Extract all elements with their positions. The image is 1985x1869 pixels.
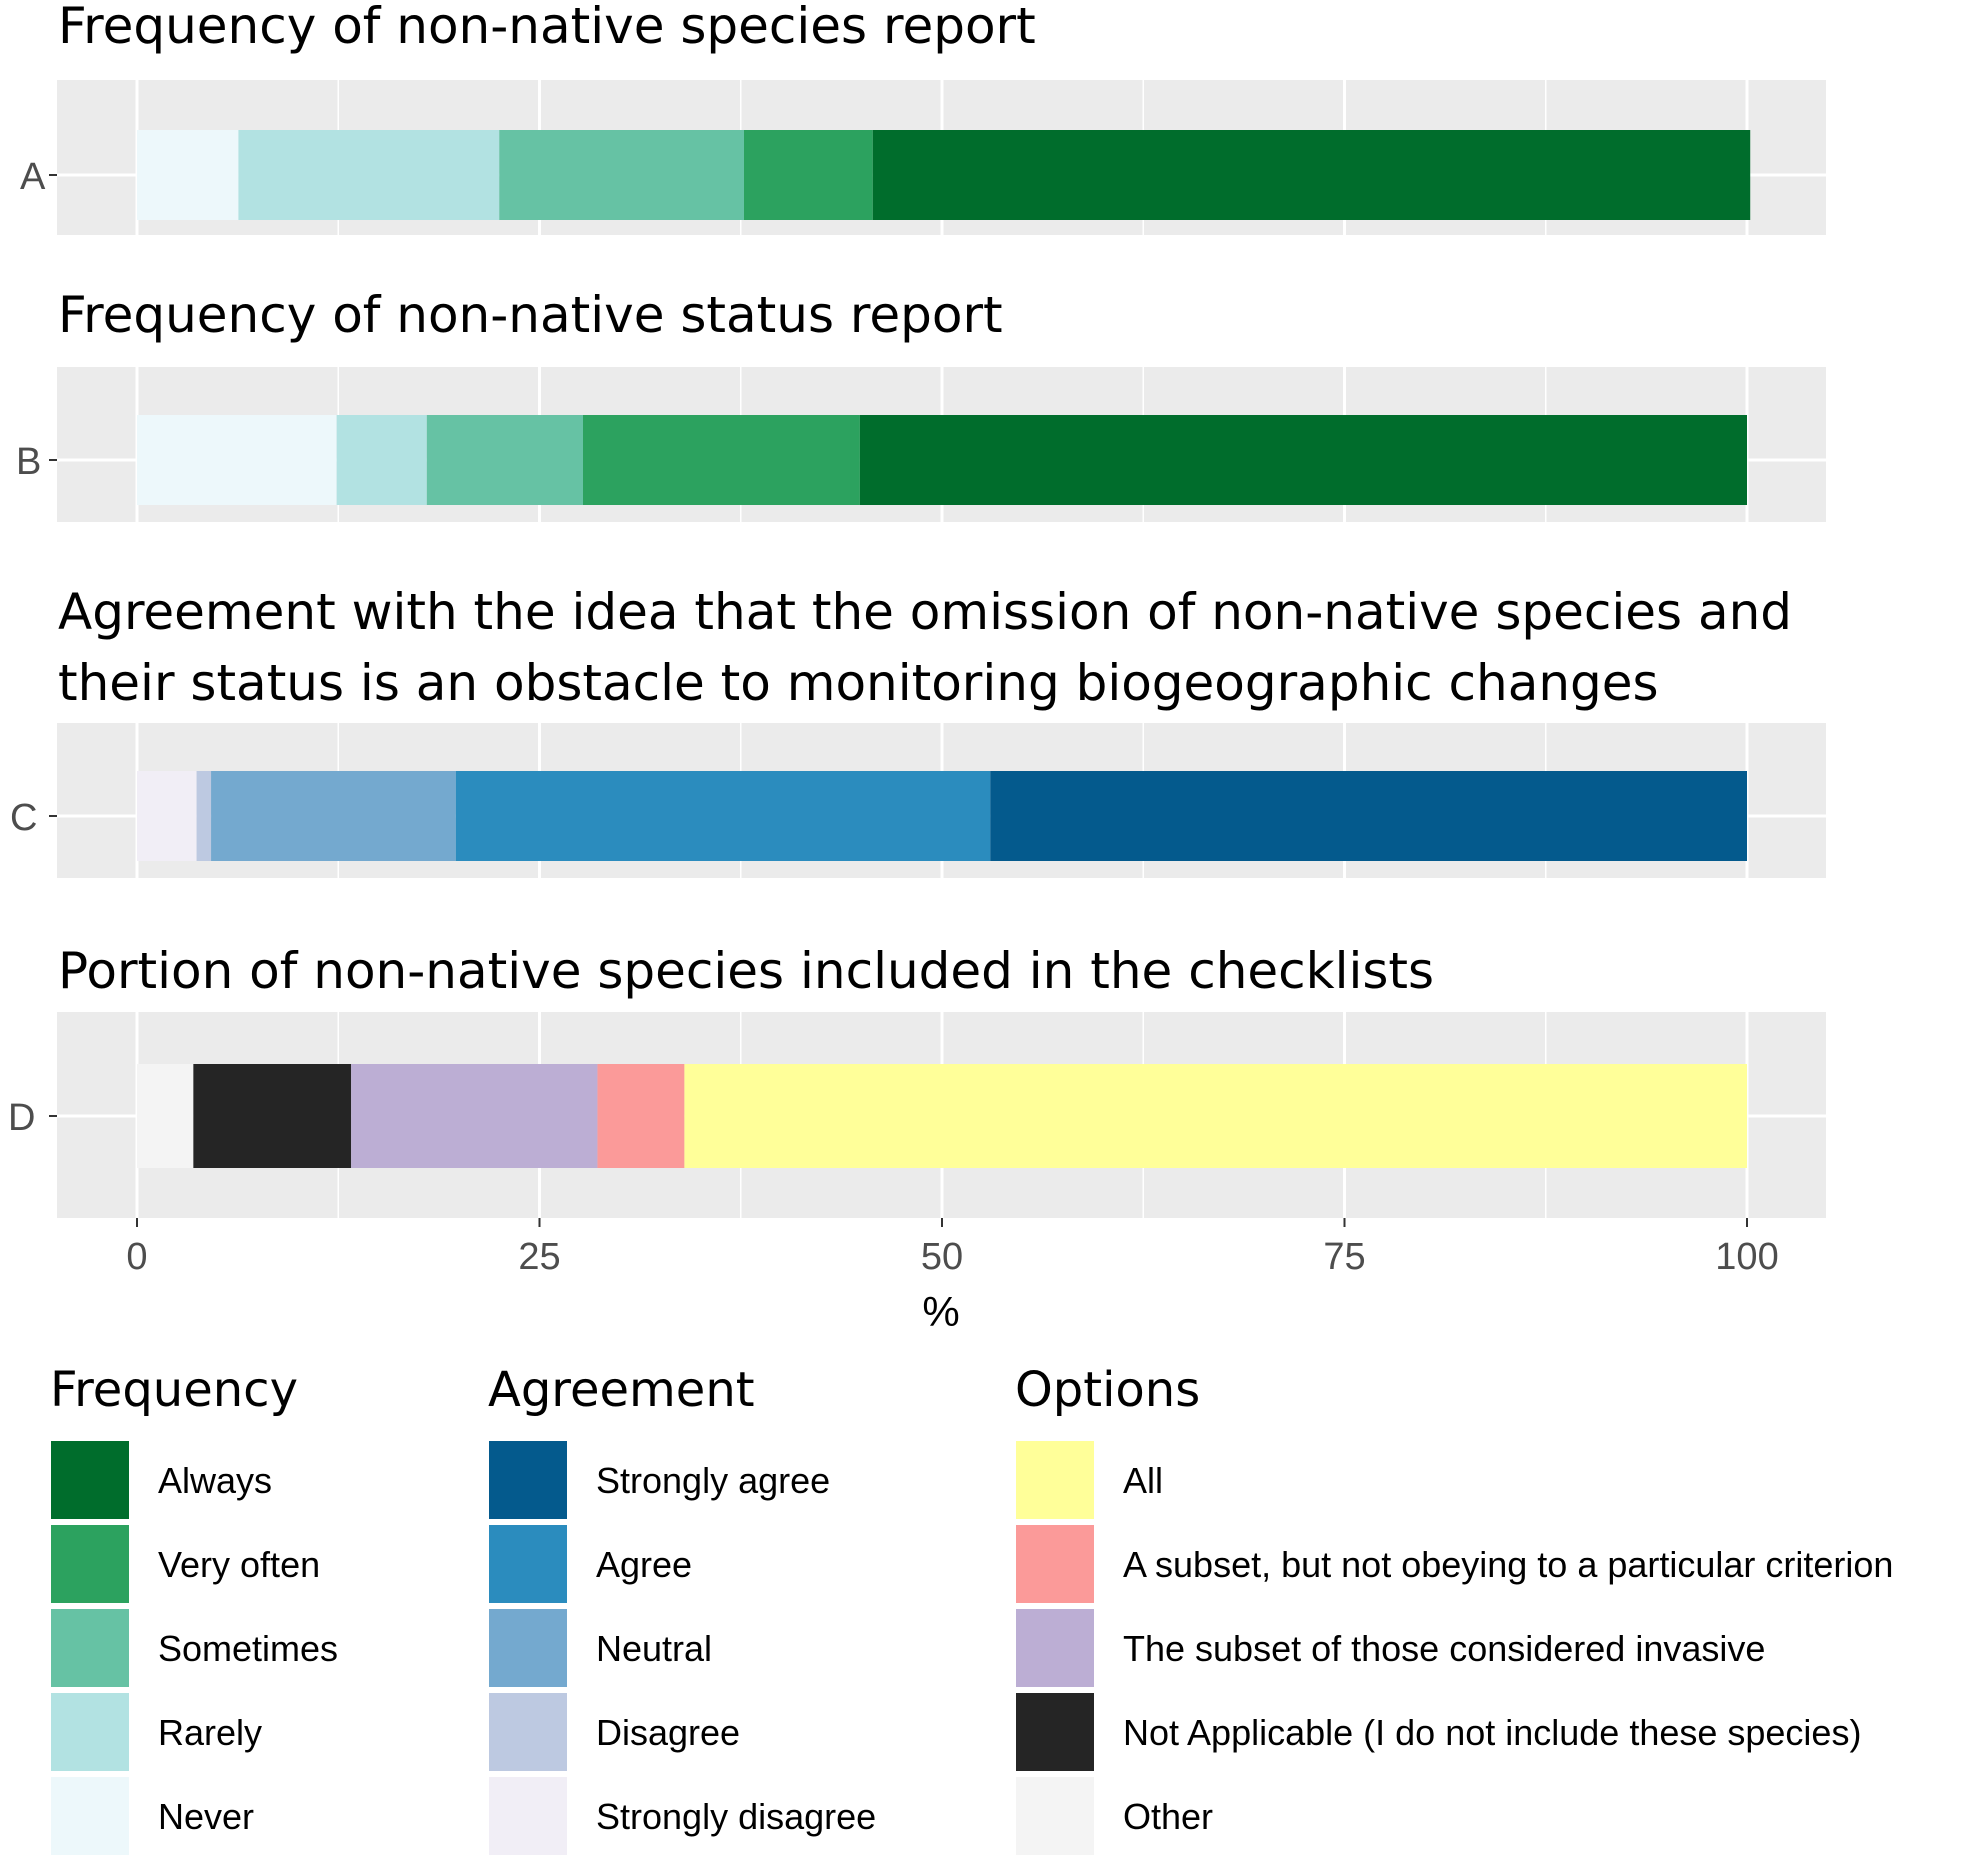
legend-key [1014,1607,1096,1689]
legend-key [487,1607,569,1689]
legend-title: Options [1015,1362,1200,1418]
legend-key [487,1775,569,1857]
y-tick-label: D [8,1097,35,1139]
legend-key [49,1691,131,1773]
legend-key [49,1775,131,1857]
bar-segment-not-applicable-i-do-not-include-these-species [193,1064,352,1168]
panel-title: Frequency of non-native species report [58,0,1036,55]
legend-key [1014,1439,1096,1521]
legend-label: A subset, but not obeying to a particula… [1123,1544,1893,1585]
x-tick-label: 25 [518,1236,560,1278]
bar-segment-never [137,130,239,220]
legend-label: Strongly agree [596,1460,830,1501]
y-tick-label: B [16,441,41,483]
bar-segment-agree [455,771,991,861]
legend-key [49,1439,131,1521]
bar-segment-strongly-agree [990,771,1747,861]
bar-segment-always [872,130,1751,220]
y-tick-label: C [10,797,37,839]
bar-segment-sometimes [499,130,744,220]
panel-title: Frequency of non-native status report [58,286,1003,344]
bar-segment-very-often [743,130,873,220]
x-tick-label: 75 [1323,1236,1365,1278]
legend-label: Always [158,1460,272,1501]
bar-segment-never [137,415,337,505]
legend-key [1014,1523,1096,1605]
x-tick-label: 0 [126,1236,147,1278]
bar-segment-very-often [582,415,860,505]
legend-key [487,1439,569,1521]
legend-label: Sometimes [158,1628,338,1669]
panel-title: Portion of non-native species included i… [58,942,1434,1000]
x-tick-label: 100 [1715,1236,1778,1278]
legend-key [49,1607,131,1689]
legend-title: Agreement [488,1362,755,1418]
legend-label: Very often [158,1544,320,1585]
bar-segment-other [137,1064,194,1168]
legend-key [1014,1775,1096,1857]
x-tick-label: 50 [921,1236,963,1278]
legend-key [49,1523,131,1605]
bar-segment-neutral [211,771,456,861]
bar-segment-disagree [196,771,212,861]
bar-segment-all [684,1064,1747,1168]
legend-label: Not Applicable (I do not include these s… [1123,1712,1861,1753]
legend-label: The subset of those considered invasive [1123,1628,1765,1669]
legend-label: Neutral [596,1628,712,1669]
bar-segment-always [859,415,1747,505]
legend-key [487,1691,569,1773]
bar-segment-sometimes [426,415,583,505]
x-axis-label: % [922,1288,959,1335]
legend-label: All [1123,1460,1163,1501]
legend-label: Never [158,1796,254,1837]
bar-segment-a-subset-but-not-obeying-to-a-particular-criterion [597,1064,685,1168]
legend-label: Rarely [158,1712,262,1753]
bar-segment-strongly-disagree [137,771,197,861]
legend-label: Other [1123,1796,1213,1837]
legend-key [487,1523,569,1605]
bar-segment-rarely [238,130,500,220]
legend-label: Disagree [596,1712,740,1753]
legend-key [1014,1691,1096,1773]
legend-label: Strongly disagree [596,1796,876,1837]
legend-label: Agree [596,1544,692,1585]
panel-title: their status is an obstacle to monitorin… [58,654,1659,712]
y-tick-label: A [20,156,46,198]
bar-segment-the-subset-of-those-considered-invasive [351,1064,598,1168]
legend-title: Frequency [50,1362,298,1418]
panel-title: Agreement with the idea that the omissio… [58,583,1792,641]
bar-segment-rarely [336,415,427,505]
